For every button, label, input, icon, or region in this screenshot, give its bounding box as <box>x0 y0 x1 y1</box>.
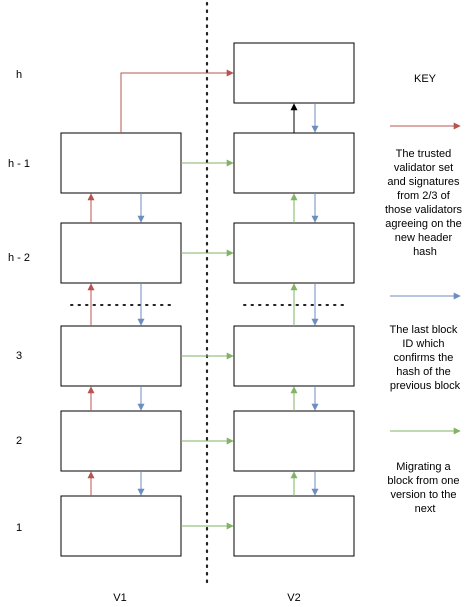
key-red-line: those validators <box>385 204 463 216</box>
row-label-2: 2 <box>16 435 22 447</box>
column-label-v1: V1 <box>113 592 126 604</box>
key-green-line: block from one <box>387 475 459 487</box>
v2-block-2 <box>234 411 354 471</box>
key-green-line: version to the <box>390 489 456 501</box>
row-label-h-minus-2: h - 2 <box>8 252 30 264</box>
row-label-3: 3 <box>16 350 22 362</box>
key-red-line: validator set <box>394 162 453 174</box>
column-label-v2: V2 <box>287 592 300 604</box>
key-red-line: hash <box>413 246 437 258</box>
v2-block-1 <box>234 496 354 556</box>
v1-block-h-minus-1 <box>61 133 181 193</box>
v2-block-h <box>234 43 354 103</box>
key-blue-line: confirms the <box>394 352 454 364</box>
v2-block-h-minus-1 <box>234 133 354 193</box>
key-blue-description: The last block ID which confirms the has… <box>390 324 461 392</box>
key-red-line: from 2/3 of <box>397 190 451 202</box>
key-red-line: The trusted <box>396 148 452 160</box>
key-green-description: Migrating a block from one version to th… <box>387 461 462 515</box>
key-title: KEY <box>414 73 437 85</box>
v1-block-3 <box>61 326 181 386</box>
v1-block-2 <box>61 411 181 471</box>
v2-block-3 <box>234 326 354 386</box>
row-label-h-minus-1: h - 1 <box>8 158 30 170</box>
key-red-line: and signatures <box>387 176 460 188</box>
row-label-1: 1 <box>16 522 22 534</box>
key-blue-line: ID which <box>402 338 444 350</box>
key-blue-line: hash of the <box>396 366 450 378</box>
key-blue-line: The last block <box>390 324 458 336</box>
key-red-line: agreeing on the <box>385 218 461 230</box>
v1-block-h-minus-2 <box>61 223 181 283</box>
key-green-line: next <box>415 503 436 515</box>
v1-block-1 <box>61 496 181 556</box>
key-blue-line: previous block <box>390 380 461 392</box>
row-label-h: h <box>16 69 22 81</box>
v2-block-h-minus-2 <box>234 223 354 283</box>
key-green-line: Migrating a <box>396 461 451 473</box>
red-elbow-arrow-v1-hm1-to-v2-h <box>121 73 233 133</box>
key-red-description: The trusted validator set and signatures… <box>385 148 465 258</box>
key-red-line: new header <box>395 232 453 244</box>
